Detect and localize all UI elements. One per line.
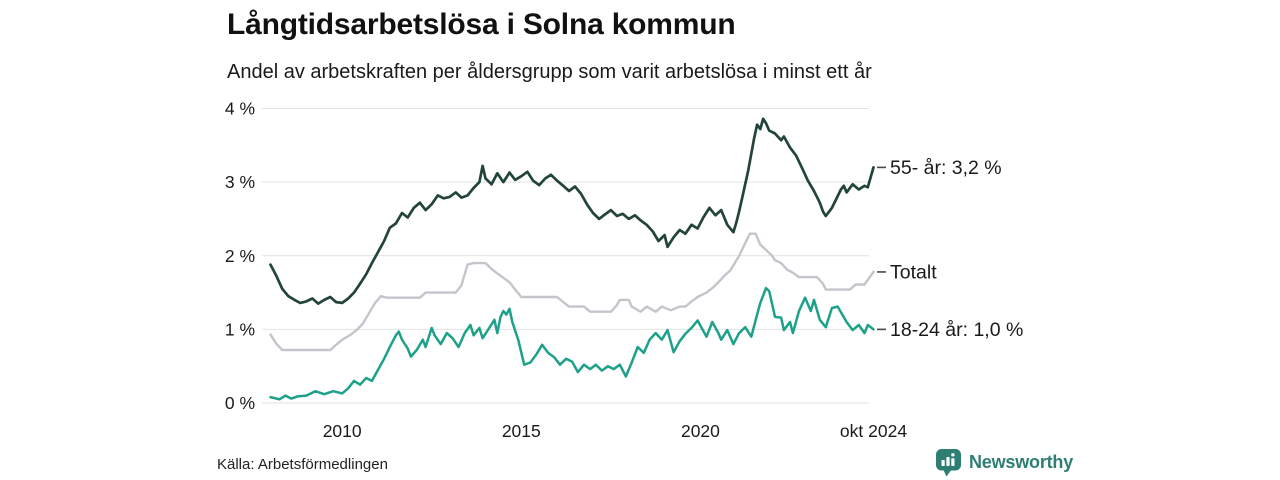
page-title: Långtidsarbetslösa i Solna kommun [227,8,736,41]
y-axis-tick-label: 1 % [225,319,255,339]
newsworthy-logo-icon [936,449,961,477]
series-label: 18-24 år: 1,0 % [890,319,1023,341]
series-line-18-24-r [269,286,875,401]
y-axis-tick-label: 4 % [225,99,255,119]
x-axis-tick-label: 2010 [323,421,362,441]
x-axis-tick-label: okt 2024 [840,421,907,441]
source-note: Källa: Arbetsförmedlingen [217,456,388,473]
branding-name: Newsworthy [969,452,1074,472]
series-label: Totalt [890,261,937,283]
chart-subtitle: Andel av arbetskraften per åldersgrupp s… [227,61,872,83]
x-axis-tick-label: 2020 [681,421,720,441]
series-line-55-r [269,117,875,305]
y-axis-tick-label: 0 % [225,393,255,413]
series-line-totalt [269,232,875,352]
x-axis-tick-label: 2015 [502,421,541,441]
y-axis-tick-label: 2 % [225,246,255,266]
y-axis-tick-label: 3 % [225,172,255,192]
series-label: 55- år: 3,2 % [890,157,1002,179]
branding: Newsworthy [935,448,1073,477]
